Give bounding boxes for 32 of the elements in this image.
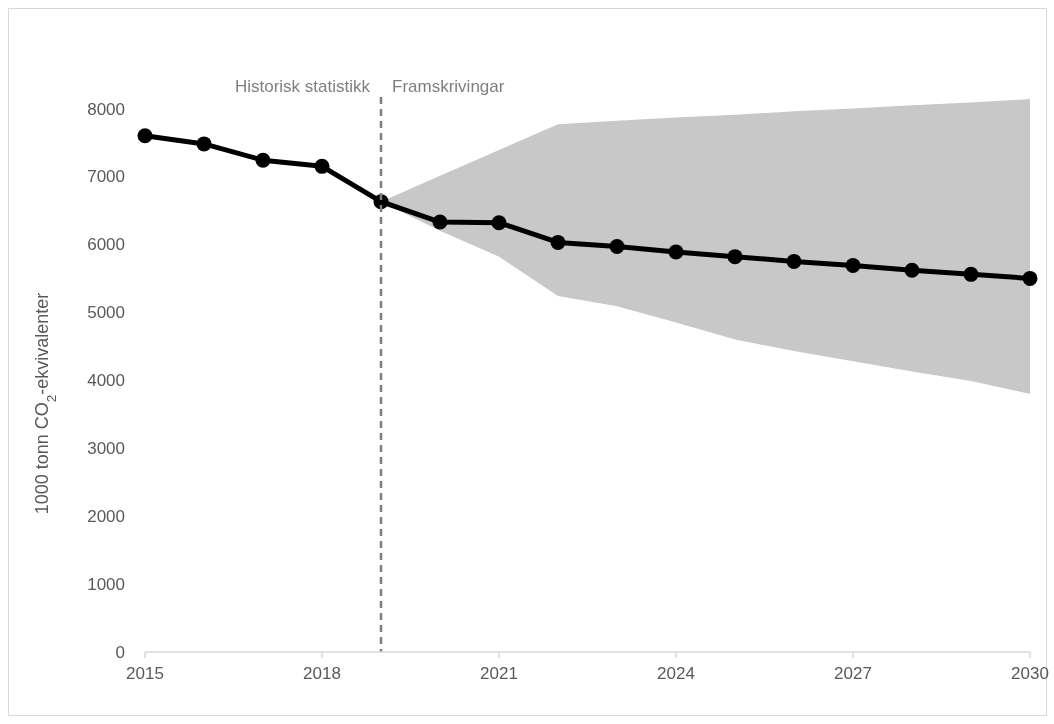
y-tick-label: 8000 [87,99,125,119]
point [137,128,153,144]
point [196,136,212,152]
point [904,262,920,278]
y-tick-label: 4000 [87,371,125,391]
point [1022,270,1038,286]
point [432,214,448,230]
point [609,238,625,254]
point [963,266,979,282]
point [255,152,271,168]
y-tick-label: 3000 [87,439,125,459]
x-tick-label: 2027 [834,664,872,683]
text: Framskrivingar [392,77,505,96]
x-tick-label: 2018 [303,664,341,683]
point [550,234,566,250]
point [845,258,861,273]
text: Historisk statistikk [234,77,371,96]
y-tick-label: 2000 [87,507,125,527]
y-tick-label: 5000 [87,303,125,323]
x-tick-label: 2021 [480,664,518,683]
point [668,244,684,260]
x-tick-label: 2030 [1011,664,1049,683]
point [314,158,330,174]
y-tick-label: 0 [115,642,125,662]
x-tick-label: 2015 [126,664,164,683]
point [491,215,507,231]
y-tick-label: 7000 [87,167,125,187]
point [786,253,802,269]
point [727,249,743,265]
y-tick-label: 6000 [87,235,125,255]
x-tick-label: 2024 [657,664,695,683]
y-tick-label: 1000 [87,575,125,595]
